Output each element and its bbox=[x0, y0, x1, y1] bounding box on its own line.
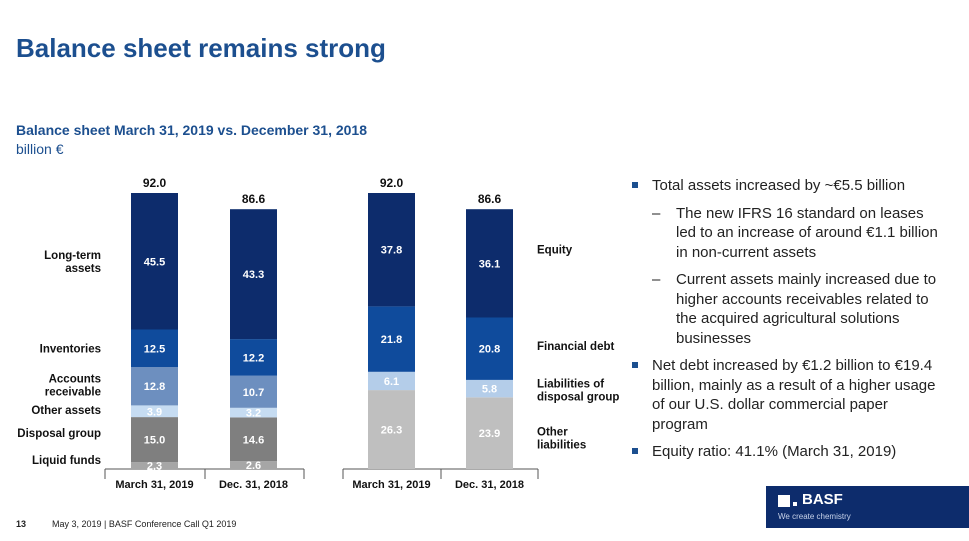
series-label: receivable bbox=[45, 387, 101, 399]
bar-segment bbox=[230, 339, 277, 376]
bar-segment bbox=[131, 417, 178, 463]
series-label: disposal group bbox=[537, 392, 619, 404]
bar-segment bbox=[131, 405, 178, 418]
series-label: liabilities bbox=[537, 440, 586, 452]
bar-value-label: 43.3 bbox=[243, 269, 264, 281]
bar-segment bbox=[466, 379, 513, 398]
bar-segment bbox=[230, 417, 277, 462]
bar-value-label: 26.3 bbox=[381, 425, 402, 437]
bar-total-label: 86.6 bbox=[242, 192, 266, 206]
bar-value-label: 12.2 bbox=[243, 352, 264, 364]
bar-value-label: 12.5 bbox=[144, 343, 165, 355]
x-tick-label: March 31, 2019 bbox=[115, 479, 193, 491]
bar-value-label: 2.6 bbox=[246, 460, 261, 472]
bar-segment bbox=[466, 397, 513, 469]
bar-total-label: 92.0 bbox=[380, 176, 404, 190]
series-label: assets bbox=[65, 263, 101, 275]
sub-bullet-item: – The new IFRS 16 standard on leases led … bbox=[632, 204, 942, 263]
bar-segment bbox=[368, 193, 415, 307]
logo-tagline: We create chemistry bbox=[778, 512, 851, 521]
bar-value-label: 20.8 bbox=[479, 344, 500, 356]
bullet-marker bbox=[632, 182, 638, 188]
series-label: Other bbox=[537, 427, 568, 439]
chart-subtitle: Balance sheet March 31, 2019 vs. Decembe… bbox=[16, 122, 367, 138]
bullet-list: Total assets increased by ~€5.5 billion … bbox=[632, 176, 942, 470]
x-tick-label: March 31, 2019 bbox=[352, 479, 430, 491]
bar-segment bbox=[230, 375, 277, 408]
bar-segment bbox=[230, 461, 277, 469]
bullet-text: Net debt increased by €1.2 billion to €1… bbox=[652, 357, 936, 433]
bullet-text: Total assets increased by ~€5.5 billion bbox=[652, 177, 906, 194]
bar-total-label: 86.6 bbox=[478, 192, 502, 206]
bar-value-label: 5.8 bbox=[482, 384, 497, 396]
bar-segment bbox=[131, 367, 178, 406]
bar-value-label: 2.3 bbox=[147, 461, 162, 473]
bar-value-label: 37.8 bbox=[381, 245, 402, 257]
bar-segment bbox=[466, 317, 513, 380]
x-tick-label: Dec. 31, 2018 bbox=[219, 479, 288, 491]
dash-marker: – bbox=[652, 204, 661, 222]
bar-value-label: 21.8 bbox=[381, 334, 402, 346]
dash-marker: – bbox=[652, 271, 661, 288]
bar-segment bbox=[368, 371, 415, 391]
series-label: Liquid funds bbox=[32, 455, 101, 467]
series-label: Equity bbox=[537, 245, 573, 257]
sub-bullet-text: Current assets mainly increased due to h… bbox=[676, 271, 937, 347]
bar-segment bbox=[466, 209, 513, 318]
bar-value-label: 23.9 bbox=[479, 428, 500, 440]
bullet-item: Net debt increased by €1.2 billion to €1… bbox=[632, 356, 942, 434]
series-label: Liabilities of bbox=[537, 379, 604, 391]
bar-segment bbox=[230, 407, 277, 418]
bar-segment bbox=[368, 390, 415, 469]
bar-value-label: 12.8 bbox=[144, 381, 165, 393]
bullet-marker bbox=[632, 362, 638, 368]
bar-segment bbox=[131, 193, 178, 330]
bullet-item: Equity ratio: 41.1% (March 31, 2019) bbox=[632, 442, 942, 462]
bar-value-label: 36.1 bbox=[479, 258, 500, 270]
bar-segment bbox=[230, 209, 277, 340]
bullet-marker bbox=[632, 448, 638, 454]
series-label: Other assets bbox=[31, 405, 101, 417]
bar-segment bbox=[131, 329, 178, 367]
bar-total-label: 92.0 bbox=[143, 176, 167, 190]
bar-value-label: 3.9 bbox=[147, 406, 162, 418]
sub-bullet-item: – Current assets mainly increased due to … bbox=[632, 270, 942, 348]
footer-text: May 3, 2019 | BASF Conference Call Q1 20… bbox=[52, 519, 237, 529]
chart-unit: billion € bbox=[16, 141, 64, 157]
logo-square-icon bbox=[778, 495, 790, 507]
bar-value-label: 10.7 bbox=[243, 387, 264, 399]
bar-value-label: 3.2 bbox=[246, 408, 261, 420]
page-title: Balance sheet remains strong bbox=[16, 33, 386, 63]
bar-value-label: 15.0 bbox=[144, 435, 165, 447]
x-tick-label: Dec. 31, 2018 bbox=[455, 479, 524, 491]
bar-segment bbox=[368, 306, 415, 372]
bullet-item: Total assets increased by ~€5.5 billion bbox=[632, 176, 942, 196]
logo-name: BASF bbox=[802, 491, 843, 508]
bar-value-label: 6.1 bbox=[384, 376, 399, 388]
series-label: Disposal group bbox=[17, 428, 101, 440]
bullet-text: Equity ratio: 41.1% (March 31, 2019) bbox=[652, 443, 897, 460]
bar-value-label: 14.6 bbox=[243, 434, 264, 446]
logo-dot-icon bbox=[793, 502, 797, 506]
series-label: Long-term bbox=[44, 250, 101, 262]
series-label: Inventories bbox=[40, 343, 101, 355]
basf-logo: BASF We create chemistry bbox=[766, 486, 969, 528]
series-label: Financial debt bbox=[537, 341, 614, 353]
sub-bullet-text: The new IFRS 16 standard on leases led t… bbox=[676, 204, 938, 261]
series-label: Accounts bbox=[49, 374, 101, 386]
bar-value-label: 45.5 bbox=[144, 256, 165, 268]
bar-segment bbox=[131, 462, 178, 469]
page-number: 13 bbox=[16, 519, 27, 529]
